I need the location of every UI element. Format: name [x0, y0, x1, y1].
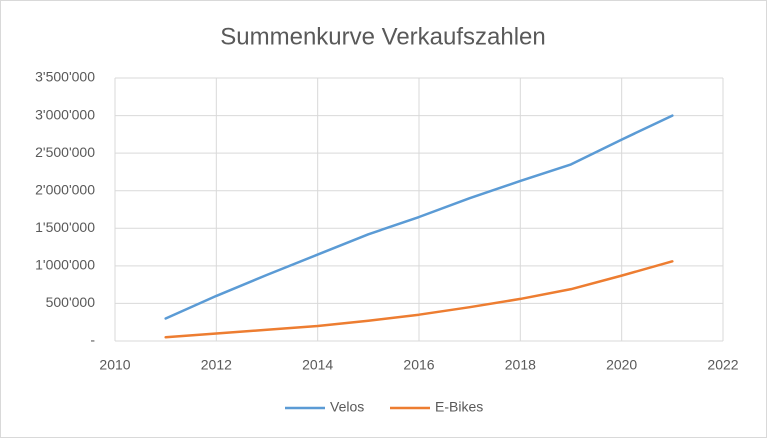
- y-tick-label: 3'500'000: [35, 69, 95, 85]
- x-tick-label: 2016: [403, 357, 434, 373]
- x-tick-label: 2010: [99, 357, 130, 373]
- y-tick-label: 500'000: [46, 294, 96, 310]
- y-tick-label: 1'000'000: [35, 257, 95, 273]
- x-tick-label: 2020: [606, 357, 637, 373]
- y-tick-label: 2'000'000: [35, 181, 95, 197]
- legend-label: Velos: [330, 399, 364, 415]
- y-tick-label: 3'000'000: [35, 106, 95, 122]
- line-series: [164, 260, 674, 339]
- legend-label: E-Bikes: [435, 399, 483, 415]
- x-tick-label: 2012: [201, 357, 232, 373]
- line-series: [164, 114, 674, 320]
- x-tick-label: 2018: [505, 357, 536, 373]
- x-tick-label: 2014: [302, 357, 333, 373]
- y-tick-label: 1'500'000: [35, 219, 95, 235]
- y-tick-label: -: [90, 332, 95, 348]
- chart-title: Summenkurve Verkaufszahlen: [220, 23, 546, 50]
- x-tick-label: 2022: [707, 357, 738, 373]
- y-tick-label: 2'500'000: [35, 144, 95, 160]
